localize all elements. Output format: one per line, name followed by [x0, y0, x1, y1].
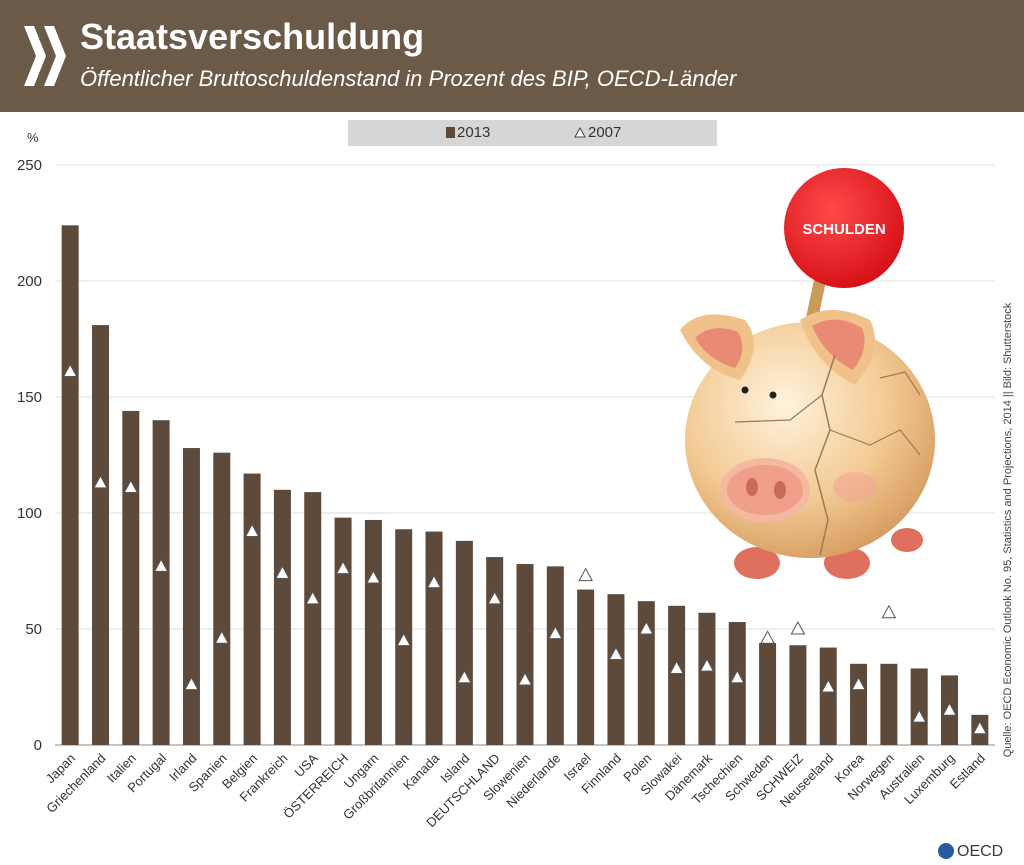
source-credit: Quelle: OECD Economic Outlook No. 95, St…: [1002, 302, 1014, 758]
y-tick-label: 250: [17, 157, 42, 174]
bar-2013: [152, 420, 170, 745]
marker-2007: [275, 565, 290, 579]
marker-2007: [517, 671, 533, 686]
bar-2013: [637, 601, 655, 745]
y-axis-label: %: [27, 130, 39, 145]
marker-2007: [729, 669, 745, 684]
page-subtitle: Öffentlicher Bruttoschuldenstand in Proz…: [80, 66, 737, 91]
header-banner: Staatsverschuldung Öffentlicher Bruttosc…: [0, 0, 1024, 112]
bar-2013: [668, 605, 686, 745]
bar-2013: [546, 566, 564, 745]
y-tick-label: 100: [17, 505, 42, 522]
legend-triangle-icon: [574, 127, 586, 138]
bar-2013: [880, 663, 898, 745]
bar-2013: [789, 645, 807, 745]
marker-2007: [972, 720, 988, 735]
marker-2007: [578, 567, 593, 582]
bar-2013: [728, 622, 746, 745]
marker-2007: [305, 590, 321, 605]
marker-2007: [214, 630, 230, 644]
legend-marker-label: 2007: [588, 124, 622, 141]
marker-2007: [760, 630, 775, 644]
marker-2007: [62, 363, 78, 377]
marker-2007: [547, 625, 563, 640]
y-tick-label: 200: [17, 273, 42, 290]
marker-2007: [335, 560, 351, 575]
page-title: Staatsverschuldung: [80, 16, 425, 57]
marker-2007: [608, 646, 624, 661]
marker-2007: [699, 658, 715, 672]
bar-2013: [910, 668, 928, 745]
bar-2013: [122, 410, 140, 745]
bar-2013: [304, 492, 322, 745]
bar-2013: [577, 589, 595, 745]
bar-2013: [213, 452, 231, 745]
y-tick-label: 0: [34, 737, 42, 754]
bar-2013: [91, 325, 109, 745]
marker-2007: [153, 558, 169, 572]
marker-2007: [669, 660, 684, 674]
bar-2013: [455, 540, 473, 745]
marker-2007: [820, 678, 836, 693]
marker-2007: [123, 479, 139, 493]
marker-2007: [457, 669, 472, 684]
bar-2013: [516, 564, 534, 745]
bar-2013: [819, 647, 837, 745]
marker-2007: [184, 676, 199, 691]
sign-text: SCHULDEN: [802, 221, 885, 238]
marker-2007: [942, 702, 957, 716]
bar-2013: [698, 612, 716, 745]
bar-2013: [61, 225, 79, 745]
bar-2013: [334, 517, 352, 745]
marker-2007: [851, 676, 866, 691]
marker-2007: [881, 604, 897, 619]
oecd-chevrons-icon: [24, 26, 66, 86]
bar-2013: [273, 489, 291, 745]
oecd-logo-text: OECD: [957, 843, 1004, 860]
marker-2007: [244, 523, 260, 538]
marker-2007: [93, 474, 108, 489]
legend: 2013 2007: [348, 120, 717, 146]
bar-2013: [850, 663, 868, 745]
marker-2007: [426, 574, 442, 589]
marker-2007: [366, 569, 381, 584]
y-tick-label: 150: [17, 389, 42, 406]
marker-2007: [396, 632, 412, 647]
oecd-logo: OECD: [938, 843, 1003, 861]
marker-2007: [911, 709, 927, 723]
bar-2013: [182, 448, 200, 745]
bar-2013: [243, 473, 261, 745]
bar-2013: [759, 642, 777, 745]
marker-2007: [638, 620, 654, 635]
legend-bar-swatch: [446, 127, 455, 138]
marker-2007: [790, 620, 806, 635]
y-tick-label: 50: [25, 621, 42, 638]
bar-2013: [607, 594, 625, 745]
bar-2013: [364, 519, 382, 745]
marker-2007: [487, 590, 503, 605]
legend-bar-label: 2013: [457, 124, 491, 141]
globe-icon: [938, 843, 954, 859]
